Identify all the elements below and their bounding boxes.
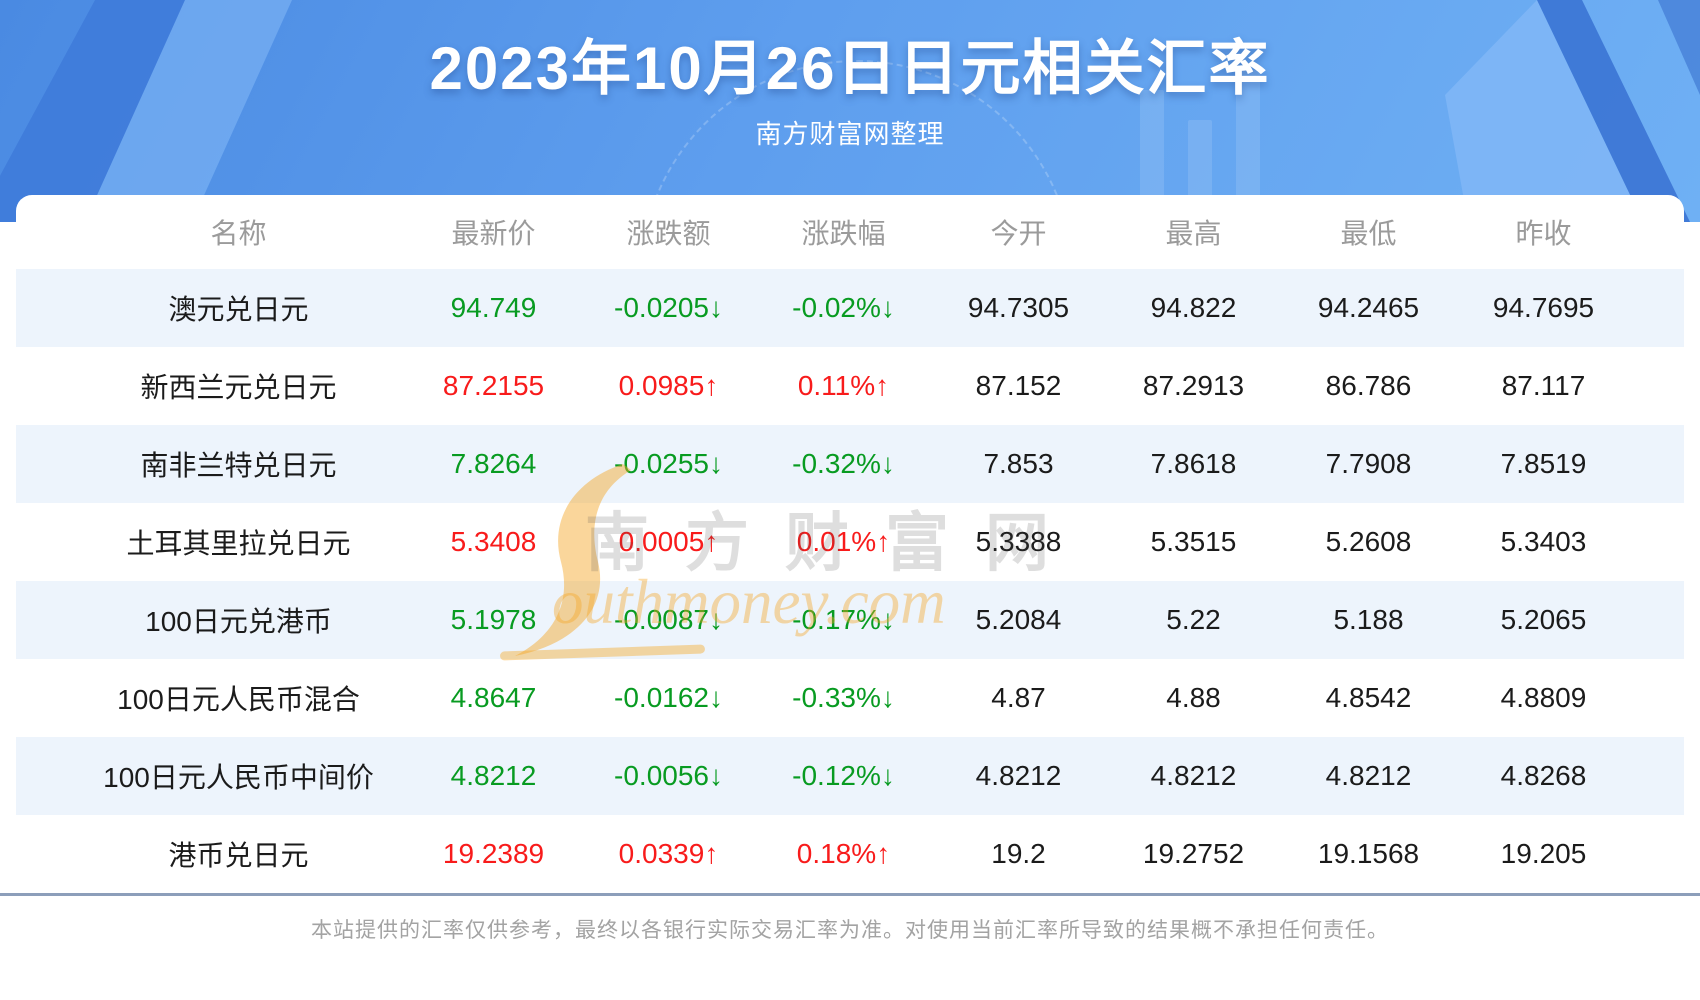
change-cell: -0.32%↓ <box>756 425 931 503</box>
change-cell: -0.0056↓ <box>581 737 756 815</box>
column-header-6: 最高 <box>1165 218 1222 249</box>
value-cell: 4.8809 <box>1500 682 1587 713</box>
change-cell: 0.11%↑ <box>797 370 890 401</box>
spacer-cell <box>1631 659 1684 737</box>
spacer-cell <box>1631 503 1684 581</box>
value-cell: 5.188 <box>1281 581 1456 659</box>
change-cell: -0.33%↓ <box>792 682 895 713</box>
row-name-cell: 澳元兑日元 <box>16 269 406 347</box>
spacer-cell <box>1631 347 1684 425</box>
column-header-4: 涨跌幅 <box>801 218 886 249</box>
change-cell: -0.02%↓ <box>756 269 931 347</box>
change-cell: 5.3408 <box>450 526 537 557</box>
change-cell: 0.0339↑ <box>618 838 719 869</box>
value-cell: 5.2084 <box>931 581 1106 659</box>
change-cell: 5.1978 <box>406 581 581 659</box>
page-title: 2023年10月26日日元相关汇率 <box>429 35 1271 102</box>
change-cell: 0.0005↑ <box>618 526 719 557</box>
row-name-cell: 港币兑日元 <box>168 840 309 871</box>
change-cell: 4.8212 <box>406 737 581 815</box>
change-cell: 0.18%↑ <box>796 838 891 869</box>
table-row: 100日元人民币混合 4.8647 -0.0162↓ -0.33%↓ 4.87 4.88 4… <box>16 659 1684 737</box>
row-name-cell: 100日元兑港币 <box>16 581 406 659</box>
page-subtitle: 南方财富网整理 <box>755 119 945 149</box>
value-cell: 19.2 <box>991 838 1046 869</box>
value-cell: 5.2065 <box>1456 581 1631 659</box>
value-cell: 87.117 <box>1501 370 1586 401</box>
row-name-cell: 新西兰元兑日元 <box>140 372 337 403</box>
value-cell: 7.7908 <box>1281 425 1456 503</box>
value-cell: 94.822 <box>1106 269 1281 347</box>
column-header-1: 名称 <box>210 218 267 249</box>
hero-candlestick <box>1140 90 1164 205</box>
value-cell: 5.22 <box>1106 581 1281 659</box>
value-cell: 19.205 <box>1500 838 1587 869</box>
change-cell: -0.12%↓ <box>756 737 931 815</box>
value-cell: 4.8212 <box>931 737 1106 815</box>
change-cell: 87.2155 <box>442 370 545 401</box>
table-row: 100日元人民币中间价 4.8212 -0.0056↓ -0.12%↓ 4.8212 4.… <box>16 737 1684 815</box>
row-name-cell: 100日元人民币混合 <box>117 684 360 715</box>
value-cell: 5.3388 <box>975 526 1062 557</box>
table-row: 新西兰元兑日元 87.2155 0.0985↑ 0.11%↑ 87.152 87.2913… <box>16 347 1684 425</box>
table-row: 100日元兑港币 5.1978 -0.0087↓ -0.17%↓ 5.2084 5.22 5… <box>16 581 1684 659</box>
rates-card: 名称 最新价 涨跌额 涨跌幅 今开 最高 最低 昨收 澳元兑日元 94.749 -0.0205↓ -… <box>16 195 1684 893</box>
row-name-cell: 南非兰特兑日元 <box>16 425 406 503</box>
value-cell: 4.8268 <box>1456 737 1631 815</box>
change-cell: 19.2389 <box>442 838 545 869</box>
table-row: 港币兑日元 19.2389 0.0339↑ 0.18%↑ 19.2 19.2752 19.1… <box>16 815 1684 893</box>
value-cell: 94.7695 <box>1456 269 1631 347</box>
value-cell: 19.1568 <box>1317 838 1420 869</box>
table-row: 土耳其里拉兑日元 5.3408 0.0005↑ 0.01%↑ 5.3388 5.3515 5… <box>16 503 1684 581</box>
row-name-cell: 100日元人民币中间价 <box>16 737 406 815</box>
value-cell: 87.2913 <box>1142 370 1245 401</box>
table-row: 澳元兑日元 94.749 -0.0205↓ -0.02%↓ 94.7305 94.822 9… <box>16 269 1684 347</box>
value-cell: 5.2608 <box>1325 526 1412 557</box>
change-cell: -0.0087↓ <box>581 581 756 659</box>
value-cell: 4.8212 <box>1106 737 1281 815</box>
value-cell: 86.786 <box>1325 370 1412 401</box>
value-cell: 4.87 <box>991 682 1046 713</box>
change-cell: -0.0162↓ <box>614 682 723 713</box>
change-cell: 94.749 <box>406 269 581 347</box>
hero-banner: 2023年10月26日日元相关汇率 南方财富网整理 <box>0 0 1700 222</box>
column-header-7: 最低 <box>1340 218 1397 249</box>
change-cell: 0.01%↑ <box>796 526 891 557</box>
spacer-cell <box>1631 269 1684 347</box>
footer-divider <box>0 893 1700 896</box>
change-cell: 7.8264 <box>406 425 581 503</box>
value-cell: 7.8519 <box>1456 425 1631 503</box>
value-cell: 4.8542 <box>1325 682 1412 713</box>
spacer-cell <box>1631 425 1684 503</box>
spacer-cell <box>1631 815 1684 893</box>
change-cell: 0.0985↑ <box>618 370 719 401</box>
value-cell: 4.8212 <box>1281 737 1456 815</box>
column-header-spacer <box>1631 195 1684 269</box>
hero-candlestick <box>1236 70 1260 210</box>
change-cell: -0.0255↓ <box>581 425 756 503</box>
value-cell: 5.3515 <box>1150 526 1237 557</box>
table-row: 南非兰特兑日元 7.8264 -0.0255↓ -0.32%↓ 7.853 7.8618 7… <box>16 425 1684 503</box>
row-name-cell: 土耳其里拉兑日元 <box>126 528 351 559</box>
column-header-5: 今开 <box>990 218 1047 249</box>
value-cell: 4.88 <box>1166 682 1221 713</box>
value-cell: 94.7305 <box>931 269 1106 347</box>
change-cell: -0.0205↓ <box>581 269 756 347</box>
value-cell: 5.3403 <box>1500 526 1587 557</box>
value-cell: 7.8618 <box>1106 425 1281 503</box>
change-cell: -0.17%↓ <box>756 581 931 659</box>
column-header-2: 最新价 <box>451 218 536 249</box>
column-header-8: 昨收 <box>1515 218 1572 249</box>
value-cell: 94.2465 <box>1281 269 1456 347</box>
change-cell: 4.8647 <box>450 682 537 713</box>
spacer-cell <box>1631 737 1684 815</box>
value-cell: 7.853 <box>931 425 1106 503</box>
spacer-cell <box>1631 581 1684 659</box>
value-cell: 87.152 <box>975 370 1062 401</box>
exchange-rates-table: 名称 最新价 涨跌额 涨跌幅 今开 最高 最低 昨收 澳元兑日元 94.749 -0.0205↓ -… <box>16 195 1684 893</box>
value-cell: 19.2752 <box>1142 838 1245 869</box>
table-header-row: 名称 最新价 涨跌额 涨跌幅 今开 最高 最低 昨收 <box>16 195 1684 269</box>
column-header-3: 涨跌额 <box>626 218 711 249</box>
disclaimer-text: 本站提供的汇率仅供参考，最终以各银行实际交易汇率为准。对使用当前汇率所导致的结果… <box>311 919 1389 942</box>
